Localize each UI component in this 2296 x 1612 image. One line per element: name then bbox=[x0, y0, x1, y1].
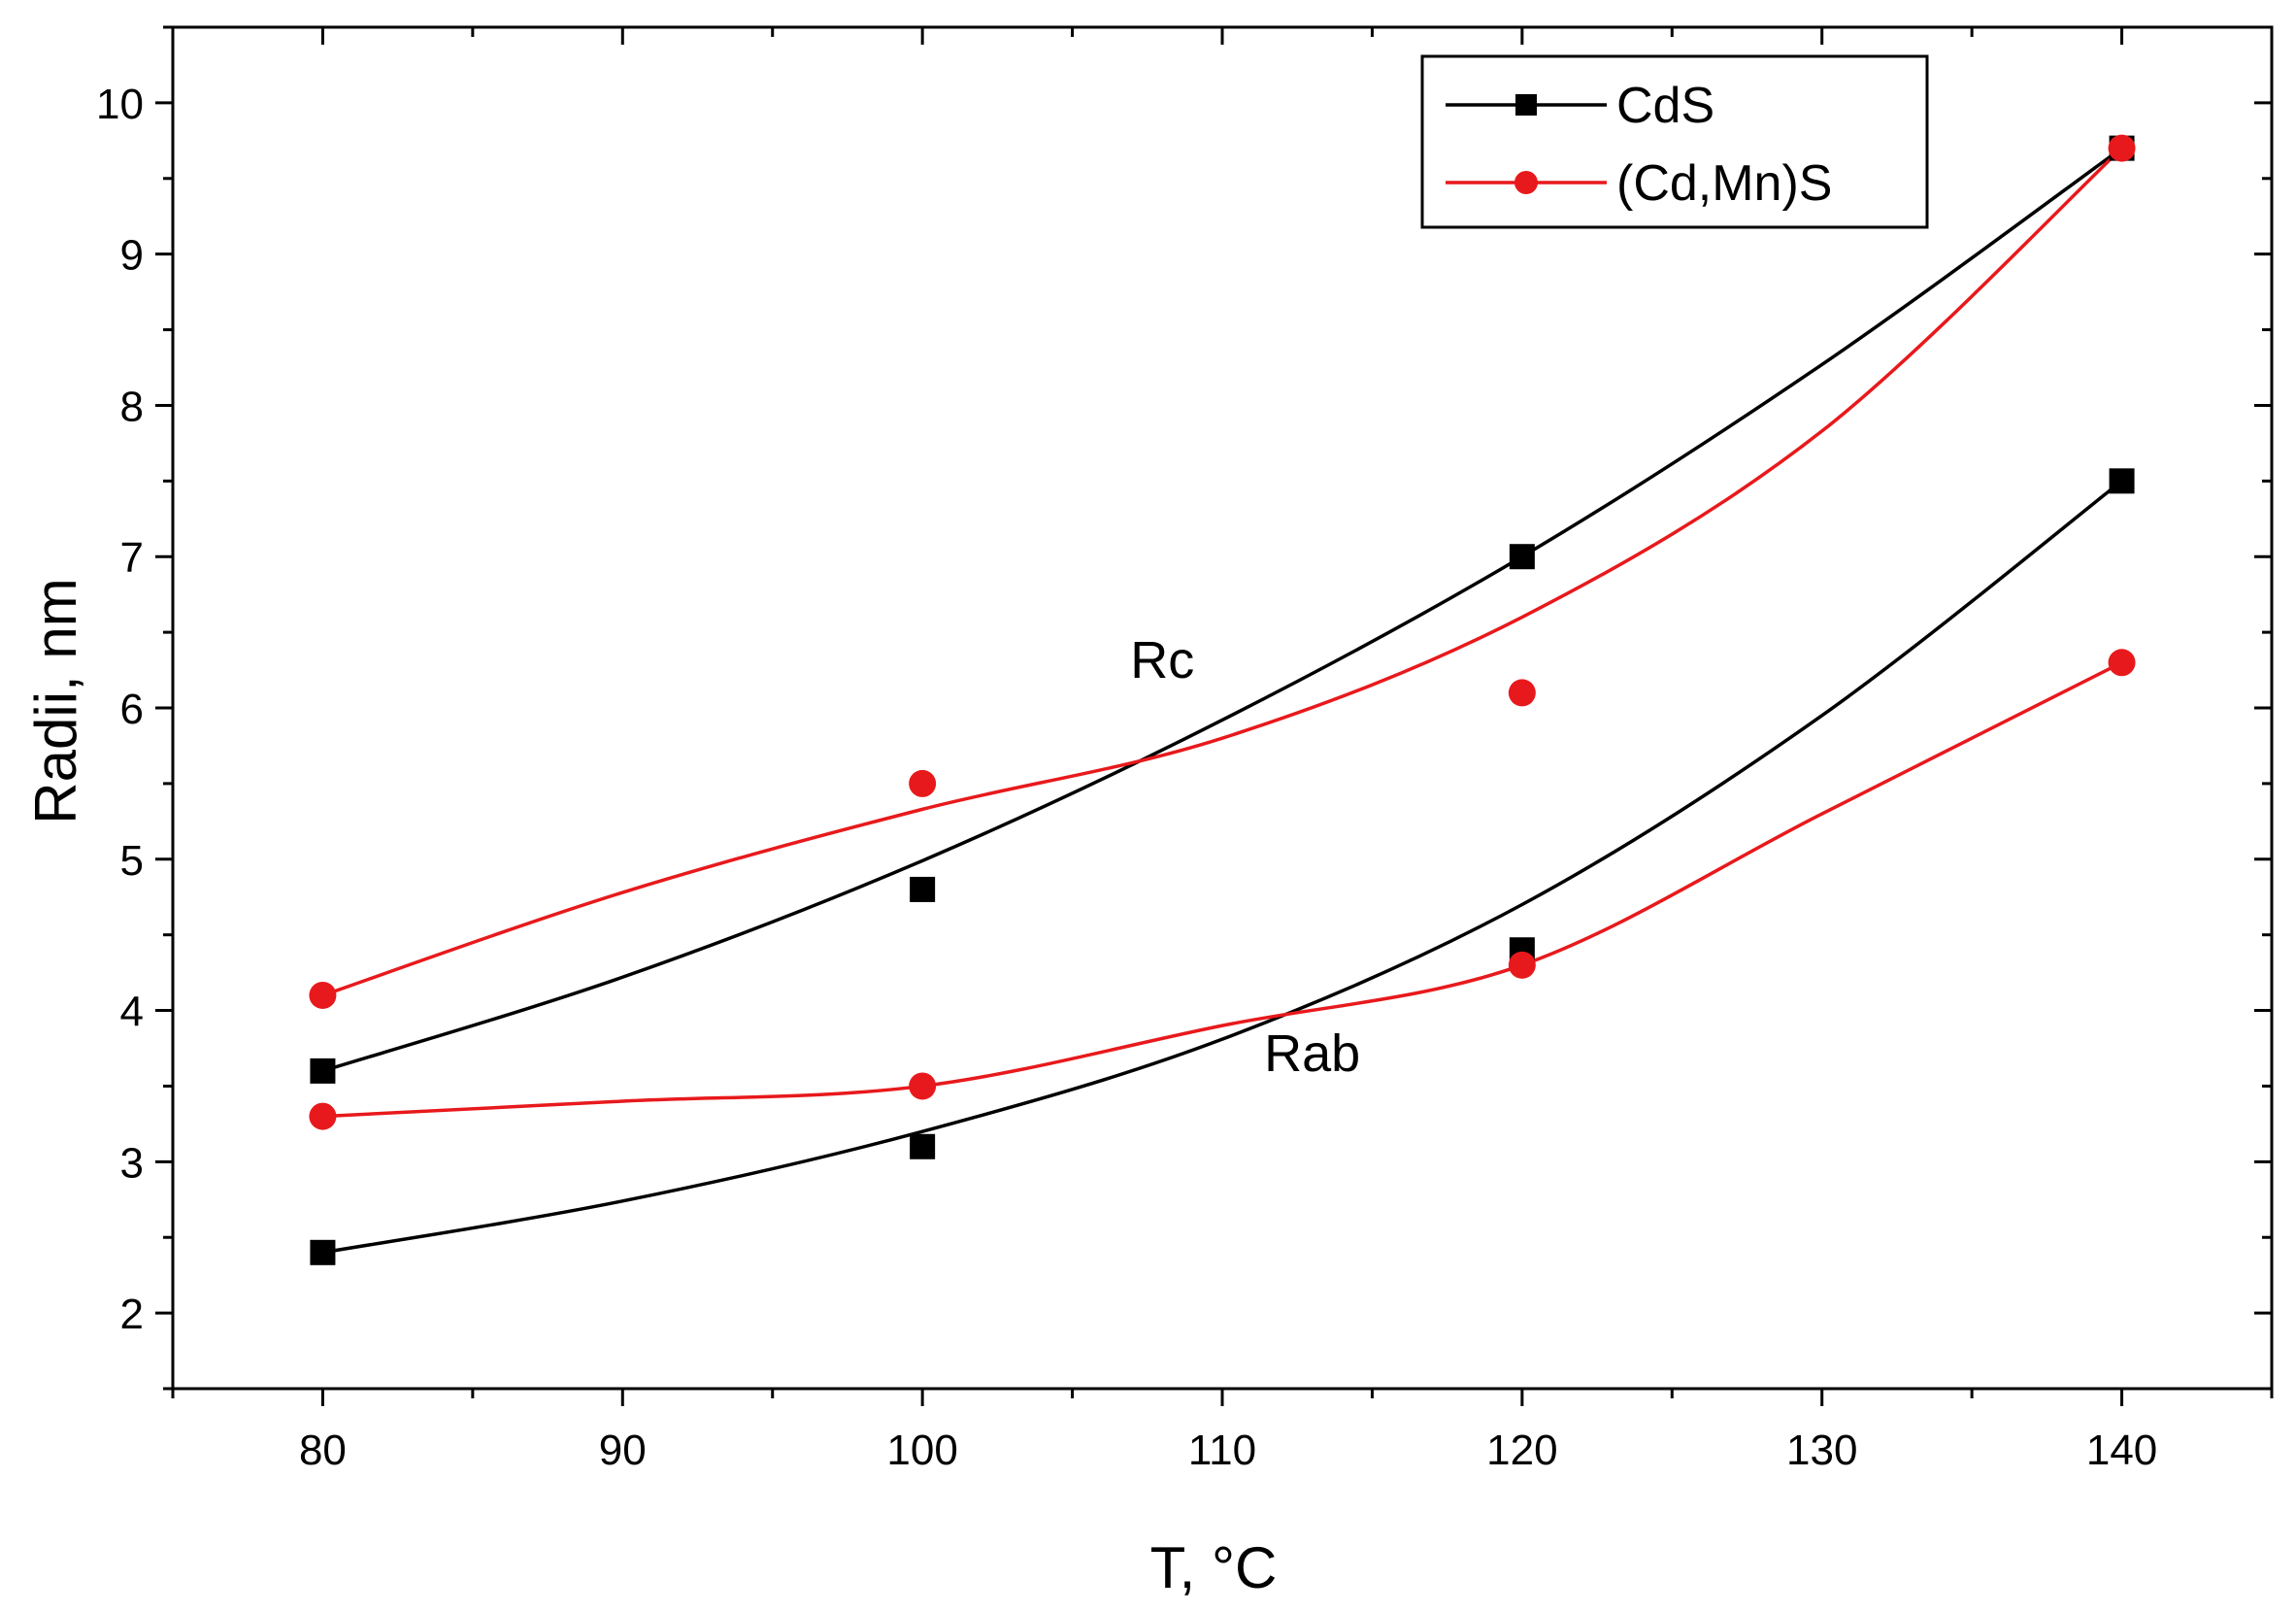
cds-rab-point bbox=[910, 1133, 936, 1159]
y-tick-label: 4 bbox=[120, 989, 144, 1036]
legend-marker-square bbox=[1515, 94, 1537, 116]
y-tick-label: 7 bbox=[120, 534, 144, 582]
y-tick-label: 8 bbox=[120, 383, 144, 430]
annotations: Rc Rab bbox=[1130, 631, 1360, 1083]
y-tick-label: 10 bbox=[96, 81, 144, 128]
cdmns-rc-point bbox=[909, 769, 937, 797]
y-tick-label: 3 bbox=[120, 1139, 144, 1187]
legend-marker-circle bbox=[1514, 171, 1538, 194]
y-tick-label: 2 bbox=[120, 1291, 144, 1338]
x-tick-label: 120 bbox=[1486, 1427, 1557, 1474]
y-tick-label: 5 bbox=[120, 837, 144, 885]
cdmns-rab-point bbox=[909, 1072, 937, 1100]
legend-label: CdS bbox=[1616, 78, 1714, 134]
x-tick-label: 110 bbox=[1188, 1427, 1256, 1474]
cdmns-rc-point bbox=[309, 981, 337, 1009]
x-tick-label: 100 bbox=[886, 1427, 957, 1474]
legend: CdS (Cd,Mn)S bbox=[1420, 54, 1929, 229]
cds-rc-point bbox=[310, 1058, 336, 1084]
x-tick-label: 90 bbox=[599, 1427, 647, 1474]
cdmns-rc-point bbox=[2108, 134, 2136, 162]
cds-rc-point bbox=[910, 876, 936, 902]
x-tick-label: 140 bbox=[2086, 1427, 2157, 1474]
legend-box bbox=[1420, 54, 1929, 229]
cdmns-rc-point bbox=[1508, 679, 1536, 707]
fit-curve--cd-mn-s-rab-fit bbox=[322, 660, 2123, 1119]
cds-rc-point bbox=[1509, 544, 1535, 570]
fit-curves bbox=[321, 147, 2123, 1255]
axes: 80 90 100 110 120 130 140 2 3 4 5 6 7 8 9 10 bbox=[96, 25, 2274, 1474]
plot-frame bbox=[171, 25, 2274, 1391]
x-tick-label: 80 bbox=[299, 1427, 347, 1474]
fit-curve--cd-mn-s-rc-fit bbox=[321, 147, 2123, 997]
annotation-rab: Rab bbox=[1264, 1024, 1360, 1083]
fit-curve-cds-rc-fit bbox=[321, 147, 2123, 1073]
fit-curve-cds-rab-fit bbox=[322, 479, 2123, 1255]
data-markers bbox=[309, 134, 2136, 1265]
x-tick-label: 130 bbox=[1786, 1427, 1857, 1474]
cdmns-rab-point bbox=[1508, 951, 1536, 979]
y-tick-label: 9 bbox=[120, 232, 144, 280]
legend-label: (Cd,Mn)S bbox=[1616, 155, 1832, 212]
y-tick-label: 6 bbox=[120, 686, 144, 733]
x-axis-title: T, °C bbox=[1150, 1535, 1278, 1600]
cdmns-rab-point bbox=[309, 1102, 337, 1130]
annotation-rc: Rc bbox=[1130, 631, 1194, 689]
y-axis-title: Radii, nm bbox=[23, 578, 88, 823]
cdmns-rab-point bbox=[2108, 649, 2136, 677]
cds-rab-point bbox=[2109, 468, 2135, 494]
cds-rab-point bbox=[310, 1239, 336, 1265]
